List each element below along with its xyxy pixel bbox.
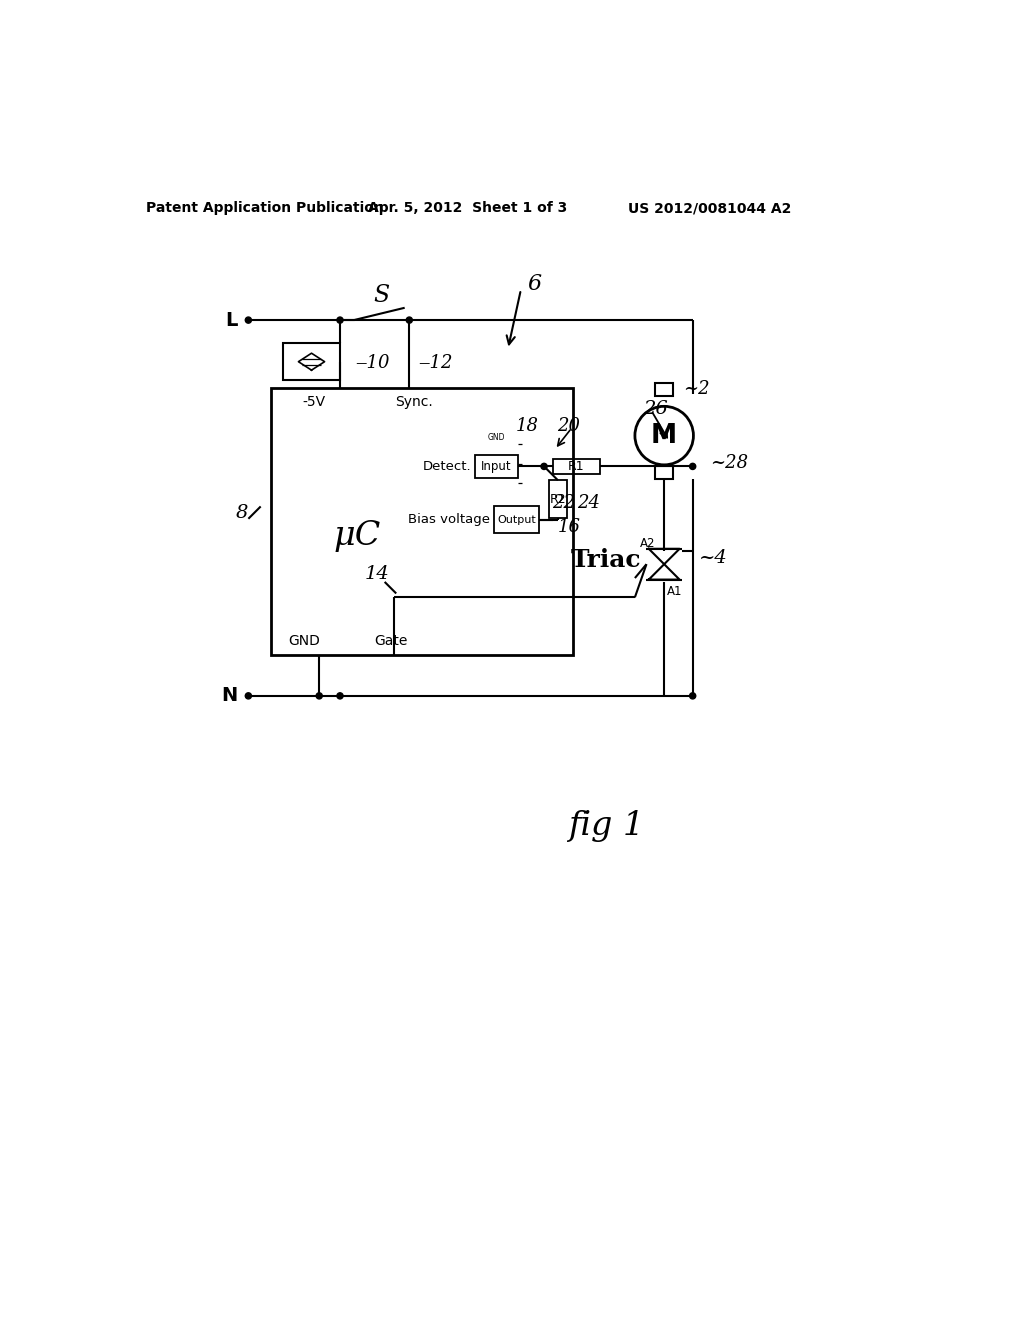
Text: 8: 8 bbox=[236, 504, 249, 521]
Bar bbox=[271, 388, 573, 655]
Bar bbox=[549, 480, 567, 517]
Text: -5V: -5V bbox=[302, 395, 326, 409]
Text: R1: R1 bbox=[568, 459, 585, 473]
Text: 26: 26 bbox=[643, 400, 668, 417]
Text: Detect.: Detect. bbox=[422, 459, 471, 473]
Text: ‒10: ‒10 bbox=[355, 354, 390, 372]
Text: Output: Output bbox=[497, 515, 536, 525]
Circle shape bbox=[337, 693, 343, 700]
Text: 18: 18 bbox=[516, 417, 539, 436]
Circle shape bbox=[337, 317, 343, 323]
Bar bbox=[655, 466, 674, 479]
Text: 20: 20 bbox=[557, 417, 581, 436]
Bar bbox=[475, 455, 518, 478]
Text: 16: 16 bbox=[558, 519, 581, 536]
Bar bbox=[283, 343, 340, 380]
Bar bbox=[494, 507, 539, 533]
Text: 22: 22 bbox=[553, 495, 575, 512]
Text: ~28: ~28 bbox=[710, 454, 748, 471]
Text: GND: GND bbox=[288, 634, 319, 648]
Text: L: L bbox=[225, 310, 238, 330]
Bar bbox=[655, 383, 674, 396]
Text: 6: 6 bbox=[527, 273, 542, 294]
Text: GND: GND bbox=[487, 433, 505, 442]
Text: US 2012/0081044 A2: US 2012/0081044 A2 bbox=[628, 202, 792, 215]
Circle shape bbox=[541, 463, 547, 470]
Text: 24: 24 bbox=[578, 495, 600, 512]
Text: Input: Input bbox=[481, 459, 512, 473]
Text: fig 1: fig 1 bbox=[568, 810, 644, 842]
Text: 14: 14 bbox=[365, 565, 389, 583]
Circle shape bbox=[407, 317, 413, 323]
Circle shape bbox=[246, 693, 252, 700]
Text: M: M bbox=[651, 422, 677, 449]
Circle shape bbox=[246, 317, 252, 323]
Text: Apr. 5, 2012  Sheet 1 of 3: Apr. 5, 2012 Sheet 1 of 3 bbox=[369, 202, 567, 215]
Text: N: N bbox=[221, 686, 238, 705]
Text: Patent Application Publication: Patent Application Publication bbox=[146, 202, 384, 215]
Text: ‒12: ‒12 bbox=[419, 354, 453, 372]
Circle shape bbox=[316, 693, 323, 700]
Text: S: S bbox=[374, 284, 390, 308]
Text: μC: μC bbox=[333, 520, 380, 552]
Circle shape bbox=[689, 463, 695, 470]
Text: Gate: Gate bbox=[374, 634, 408, 648]
Bar bbox=[553, 459, 600, 474]
Circle shape bbox=[689, 693, 695, 700]
Text: A1: A1 bbox=[668, 585, 683, 598]
Text: R2: R2 bbox=[550, 492, 566, 506]
Text: ~4: ~4 bbox=[698, 549, 728, 568]
Text: A2: A2 bbox=[639, 537, 655, 550]
Text: Bias voltage: Bias voltage bbox=[409, 513, 490, 527]
Text: Sync.: Sync. bbox=[395, 395, 433, 409]
Text: Triac: Triac bbox=[571, 548, 642, 572]
Text: ~2: ~2 bbox=[683, 380, 710, 399]
